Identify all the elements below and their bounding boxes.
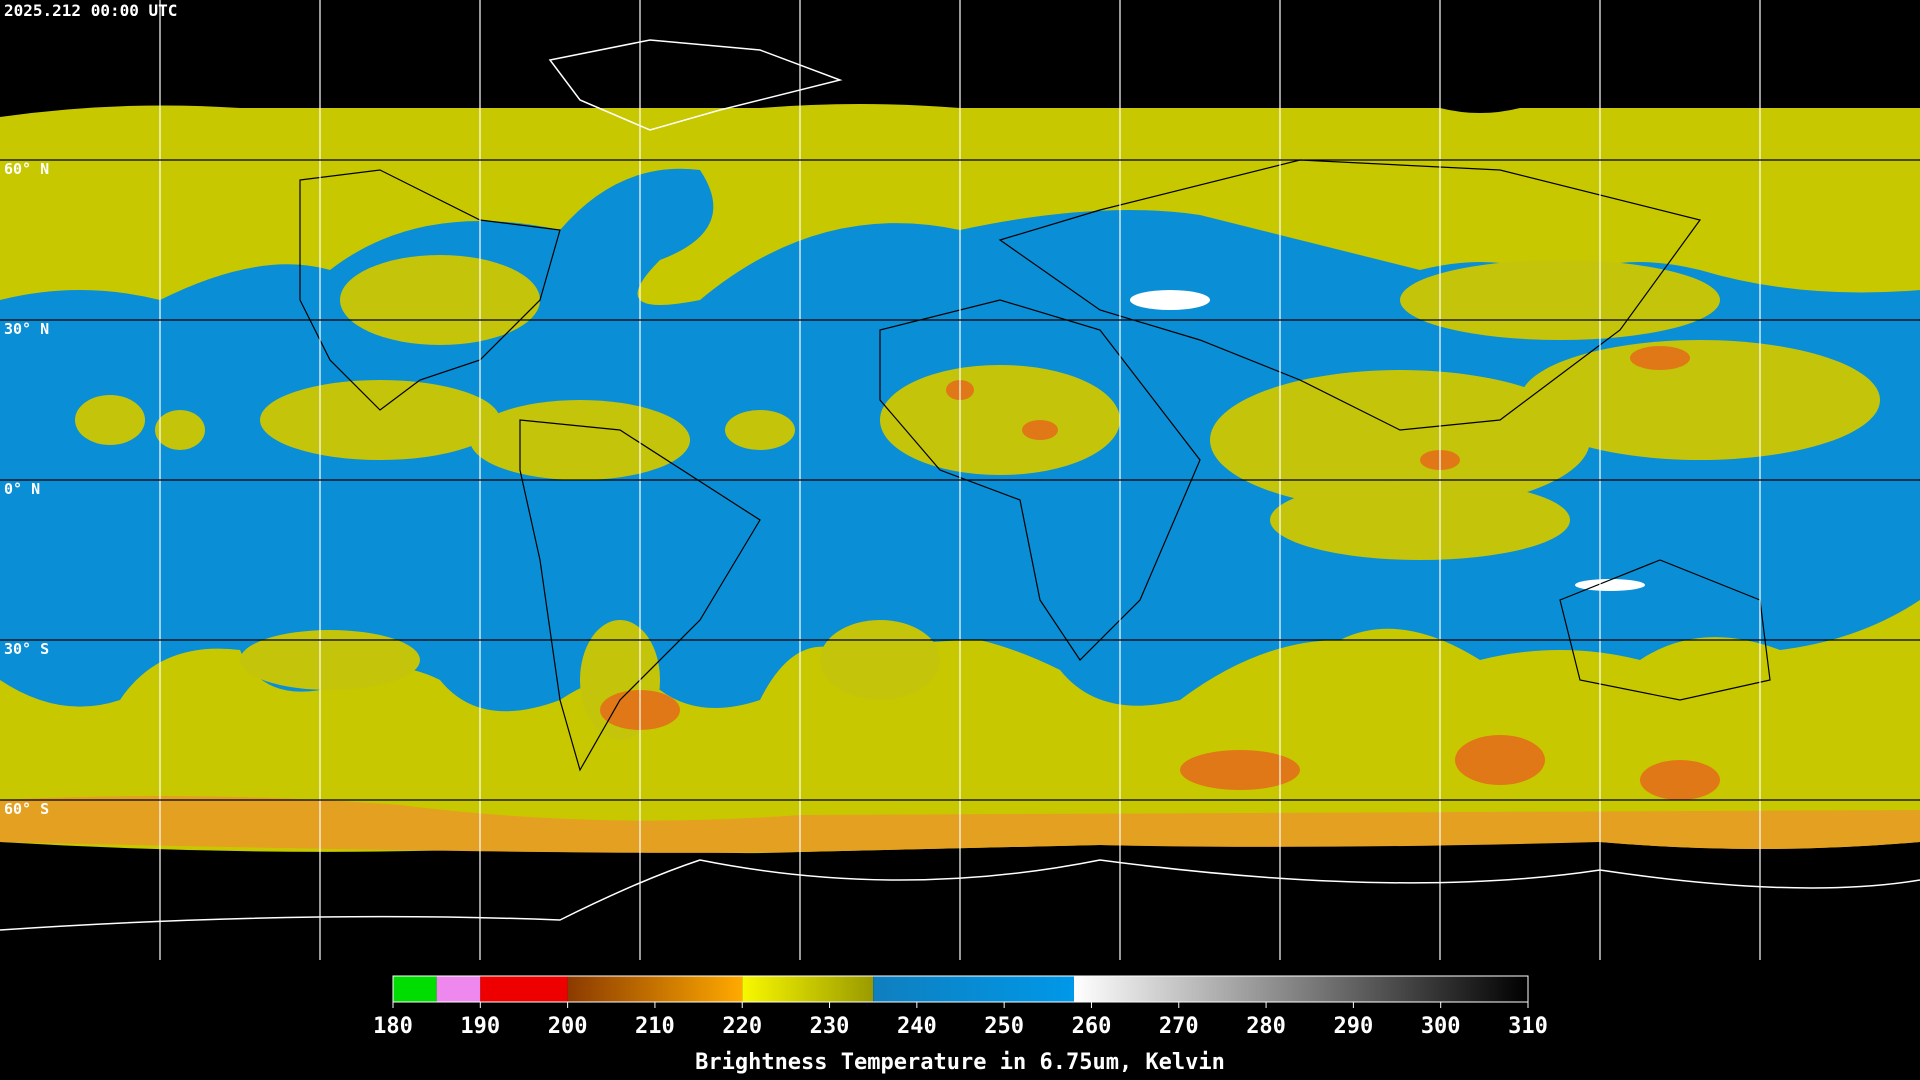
colorbar-tick-label: 260 [1072,1014,1112,1039]
colorbar-frame [392,975,1529,1003]
latitude-label: 0° N [4,480,40,498]
graticule: 60° N 30° N 0° N 30° S 60° S [4,0,1761,960]
colorbar-tick-label: 220 [722,1014,762,1039]
colorbar-segment [873,976,1074,1002]
polar-coastlines [0,39,1920,931]
colorbar-tick-label: 180 [373,1014,413,1039]
warm-spots [1130,290,1645,591]
colorbar-tick-label: 250 [984,1014,1024,1039]
deep-convection [600,346,1720,800]
colorbar-tick-label: 310 [1508,1014,1548,1039]
colorbar-segment [393,976,437,1002]
colorbar-tick-label: 270 [1159,1014,1199,1039]
latitude-label: 30° N [4,320,49,338]
colorbar-tick-label: 290 [1334,1014,1374,1039]
colorbar-tick-label: 210 [635,1014,675,1039]
colorbar-segment [1074,976,1528,1002]
latitude-label: 60° N [4,160,49,178]
colorbar-tick-label: 230 [810,1014,850,1039]
cloud-clusters [75,255,1880,740]
colorbar-segment [480,976,568,1002]
colorbar: 180 190 200 210 220 230 240 250 260 270 280 290 300 3… [373,975,1548,1039]
colorbar-segment [436,976,481,1002]
timestamp: 2025.212 00:00 UTC [4,1,177,20]
colorbar-segment [567,976,743,1002]
colorbar-tick-label: 280 [1246,1014,1286,1039]
colorbar-label: Brightness Temperature in 6.75um, Kelvin [695,1050,1225,1075]
latitude-label: 60° S [4,800,49,818]
colorbar-segment [742,976,874,1002]
colorbar-tick-label: 190 [460,1014,500,1039]
colorbar-tick-label: 200 [548,1014,588,1039]
latitude-label: 30° S [4,640,49,658]
colorbar-tick-label: 300 [1421,1014,1461,1039]
colorbar-tick-label: 240 [897,1014,937,1039]
